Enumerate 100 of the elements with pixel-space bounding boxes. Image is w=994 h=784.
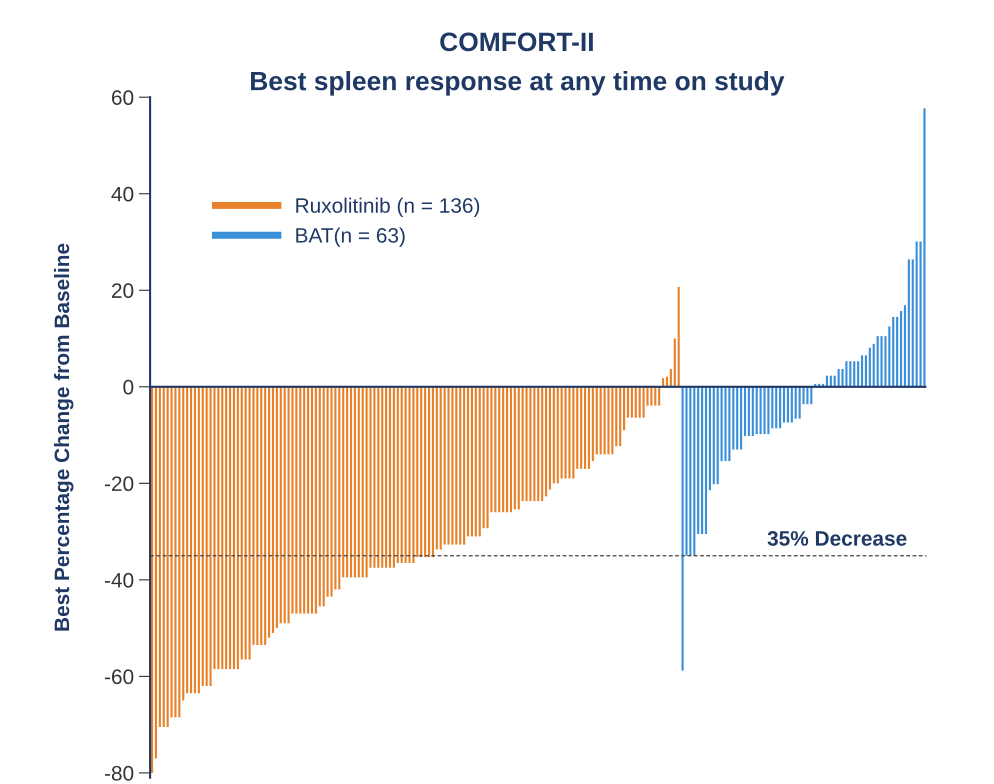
bar: [525, 386, 528, 502]
bar: [786, 386, 789, 423]
bar: [478, 386, 481, 536]
bar: [299, 386, 302, 614]
bar: [408, 386, 411, 563]
bar: [623, 386, 626, 430]
y-tick-label: 20: [112, 283, 134, 298]
bar: [158, 386, 161, 728]
bar: [244, 386, 247, 660]
bar: [919, 242, 922, 387]
bar: [272, 386, 274, 633]
bar: [236, 386, 239, 670]
bar: [564, 386, 567, 478]
bar: [307, 386, 310, 614]
bar: [896, 316, 898, 387]
bar: [381, 386, 384, 568]
bar: [232, 386, 236, 670]
bar: [678, 286, 680, 387]
y-tick-label: -80: [104, 766, 134, 781]
bar: [744, 386, 746, 436]
bar: [494, 386, 496, 512]
bar: [388, 386, 392, 568]
bar: [209, 386, 212, 686]
bar: [685, 386, 688, 556]
bar: [248, 386, 251, 660]
bar: [322, 386, 325, 606]
y-tick-label: -40: [104, 572, 134, 588]
bar: [884, 336, 887, 387]
bar: [178, 386, 180, 718]
bar: [724, 386, 727, 462]
bar: [190, 386, 192, 694]
bar: [474, 386, 477, 536]
bar: [904, 305, 906, 387]
bar: [860, 355, 864, 387]
bar: [736, 386, 738, 450]
bar: [451, 386, 454, 545]
bar: [760, 386, 762, 434]
bar: [638, 386, 641, 418]
y-tick-label: -20: [104, 476, 134, 492]
bar: [864, 355, 868, 387]
bar: [366, 386, 368, 578]
bar: [162, 386, 165, 728]
bar: [748, 386, 750, 436]
bar: [206, 386, 208, 686]
y-axis-title: Best Percentage Change from Baseline: [54, 244, 74, 631]
bar: [740, 386, 742, 450]
bar: [358, 386, 360, 578]
bar: [584, 386, 586, 469]
bar: [556, 386, 559, 484]
legend-label: BAT(n = 63): [296, 227, 405, 247]
bar: [264, 386, 266, 646]
bar: [580, 386, 582, 469]
bar: [447, 386, 450, 545]
bar: [845, 361, 848, 387]
bar: [592, 386, 594, 462]
bar: [541, 386, 544, 502]
bar: [150, 386, 154, 773]
bar: [880, 336, 883, 387]
bar: [455, 386, 458, 545]
bar: [362, 386, 364, 578]
bar: [377, 386, 380, 568]
bar: [533, 386, 536, 502]
bar: [544, 386, 548, 496]
bar: [701, 386, 704, 534]
bar: [537, 386, 540, 502]
y-tick-label: 40: [111, 186, 134, 202]
bar: [790, 386, 793, 423]
bar: [225, 386, 228, 670]
bar: [514, 386, 516, 510]
bar: [923, 108, 926, 387]
bar: [506, 386, 508, 512]
bar: [779, 386, 782, 428]
bar: [392, 386, 395, 568]
bar: [529, 386, 532, 502]
bar: [334, 386, 336, 590]
bar: [767, 386, 770, 434]
bar: [619, 386, 622, 446]
bar: [420, 386, 422, 558]
bar: [385, 386, 388, 568]
bar: [763, 386, 766, 434]
bar: [654, 386, 656, 406]
bar: [310, 386, 314, 614]
bar: [303, 386, 306, 614]
bar: [603, 386, 606, 454]
bar: [295, 386, 298, 614]
bar: [228, 386, 232, 670]
bar: [892, 316, 894, 387]
bar: [857, 361, 860, 387]
bar: [607, 386, 610, 454]
bar: [548, 386, 552, 490]
bar: [268, 386, 270, 638]
bar: [346, 386, 348, 578]
bar: [354, 386, 356, 578]
bar: [217, 386, 220, 670]
bar: [288, 386, 290, 624]
bar: [634, 386, 637, 418]
bar: [900, 311, 902, 387]
bar: [486, 386, 489, 528]
bar: [502, 386, 504, 512]
bar: [693, 386, 696, 556]
